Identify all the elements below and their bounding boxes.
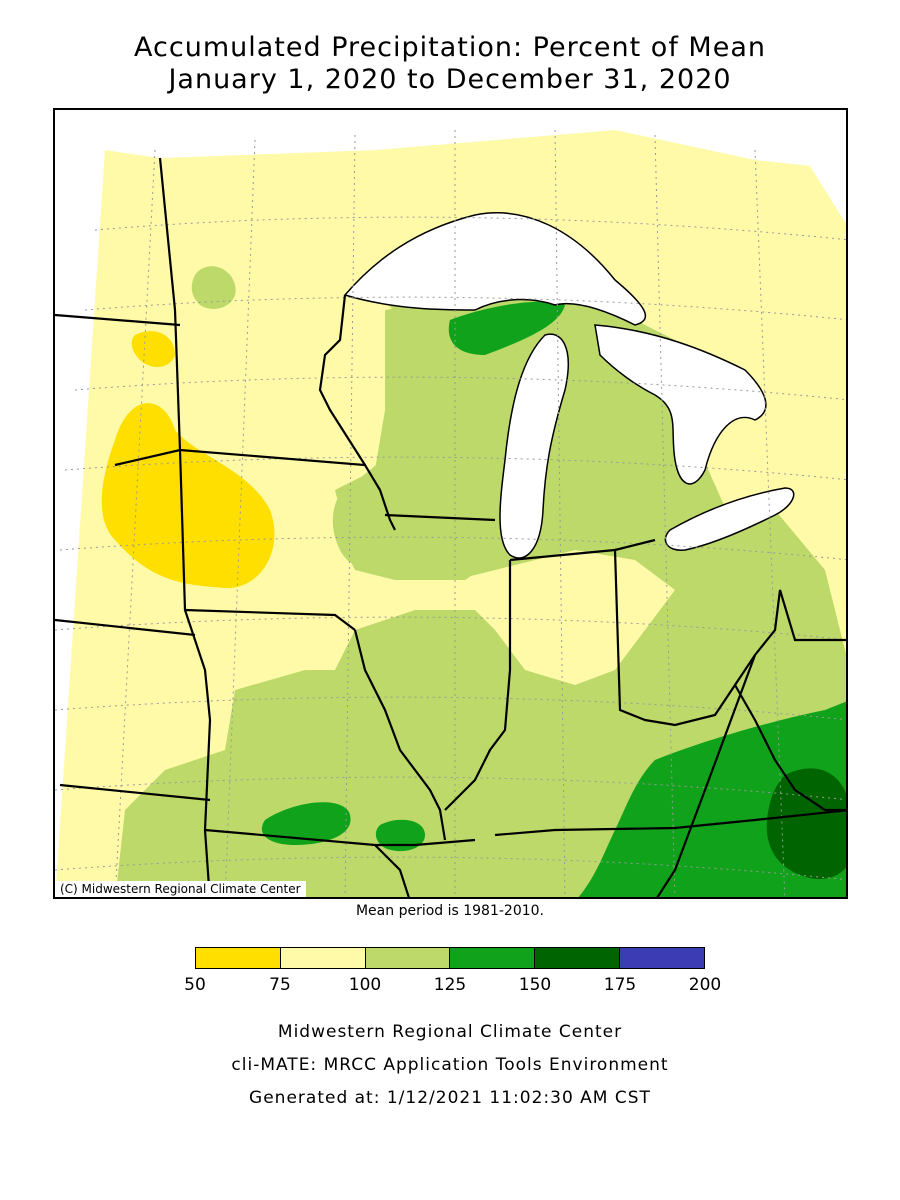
region-100-125-mn — [191, 266, 236, 309]
footer-organization: Midwestern Regional Climate Center — [277, 1022, 623, 1042]
legend-swatch-125-150 — [450, 948, 536, 968]
legend-tick-100: 100 — [348, 975, 382, 995]
legend-tick-200: 200 — [688, 975, 722, 995]
legend-swatch-175-200 — [620, 948, 704, 968]
precipitation-map: (C) Midwestern Regional Climate Center — [53, 108, 848, 899]
lake-erie — [664, 487, 795, 551]
color-legend — [195, 947, 705, 969]
region-50-75-dakota — [101, 403, 275, 589]
map-title: Accumulated Precipitation: Percent of Me… — [134, 32, 766, 63]
legend-swatch-50-75 — [196, 948, 281, 968]
legend-tick-150: 150 — [518, 975, 552, 995]
legend-tick-125: 125 — [433, 975, 467, 995]
region-100-125-east — [115, 295, 846, 897]
map-date-range: January 1, 2020 to December 31, 2020 — [168, 64, 732, 95]
lake-michigan — [499, 333, 569, 559]
legend-swatch-100-125 — [365, 948, 451, 968]
graticule — [55, 129, 846, 897]
map-canvas — [55, 110, 846, 897]
legend-tick-labels: 50 75 100 125 150 175 200 — [184, 975, 721, 997]
lake-superior — [343, 212, 647, 326]
canada-area — [55, 110, 846, 170]
legend-swatch-150-175 — [535, 948, 621, 968]
region-125-150-mo — [261, 802, 351, 845]
footer-generated-time: Generated at: 1/12/2021 11:02:30 AM CST — [249, 1088, 651, 1108]
lake-huron — [594, 324, 767, 485]
copyright-label: (C) Midwestern Regional Climate Center — [55, 881, 306, 897]
footer-tool-name: cli-MATE: MRCC Application Tools Environ… — [231, 1055, 669, 1075]
region-125-150-il — [375, 819, 425, 852]
region-50-75-nd — [131, 331, 175, 367]
state-boundaries — [55, 157, 846, 897]
legend-tick-75: 75 — [269, 975, 291, 995]
region-150-175 — [766, 768, 846, 879]
legend-swatch-75-100 — [280, 948, 366, 968]
legend-tick-50: 50 — [184, 975, 206, 995]
mean-period-note: Mean period is 1981-2010. — [355, 903, 545, 919]
region-125-150-up — [448, 301, 565, 355]
legend-tick-175: 175 — [603, 975, 637, 995]
